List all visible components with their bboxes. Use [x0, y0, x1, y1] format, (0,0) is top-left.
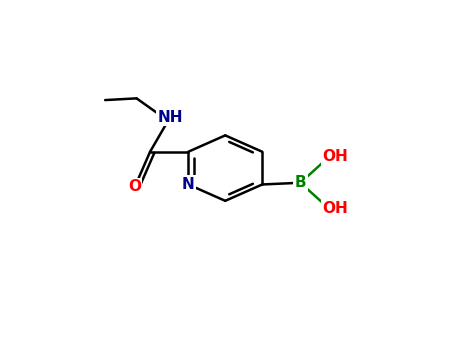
Text: NH: NH [157, 110, 183, 125]
Text: OH: OH [322, 149, 348, 164]
Text: OH: OH [322, 201, 348, 216]
Text: O: O [128, 180, 141, 194]
Text: N: N [182, 177, 195, 192]
Text: B: B [295, 175, 306, 190]
